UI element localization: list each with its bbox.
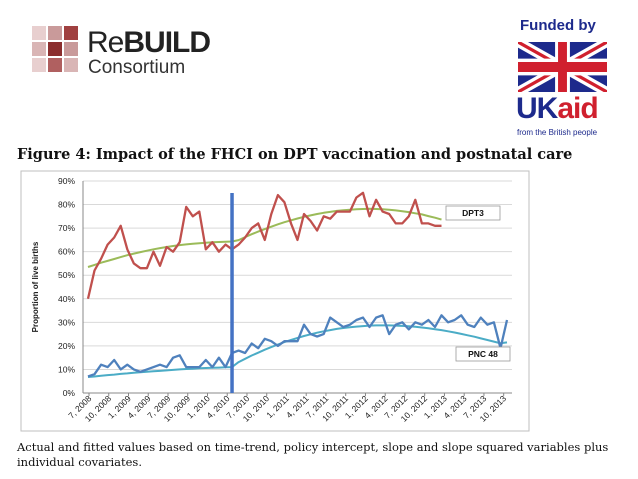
chart-frame xyxy=(20,170,530,432)
y-axis-title: Proportion of live births xyxy=(31,241,40,332)
line-chart: 0% 10% 20% 30% 40% 50% 60% 70% 80% 90% Proportion … xyxy=(20,170,530,432)
ukaid-logo: UKaid xyxy=(516,92,599,125)
series-line-pnc xyxy=(87,314,509,378)
funder-tagline: from the British people xyxy=(517,128,598,137)
y-tick-label: 0% xyxy=(63,388,76,398)
rebuild-logo: ReBUILD Consortium xyxy=(32,26,242,78)
y-tick-label: 40% xyxy=(58,294,75,304)
logo-squares-icon xyxy=(32,26,80,74)
figure-title: Figure 4: Impact of the FHCI on DPT vacc… xyxy=(17,146,573,163)
y-tick-label: 20% xyxy=(58,341,75,351)
logo-subtitle: Consortium xyxy=(88,57,186,78)
union-jack-flag-icon xyxy=(518,42,607,92)
dpt3-series-label: DPT3 xyxy=(462,208,484,218)
y-tick-label: 50% xyxy=(58,270,75,280)
dpt3-series-label-box xyxy=(445,205,501,221)
y-tick-label: 10% xyxy=(58,364,75,374)
y-tick-label: 70% xyxy=(58,223,75,233)
series-line-dpt3 xyxy=(86,191,442,300)
pnc48-series-label-box xyxy=(455,346,511,362)
series-line-pnc_fit xyxy=(87,324,508,378)
logo-title: ReBUILD xyxy=(87,26,211,59)
figure-caption: Actual and fitted values based on time-t… xyxy=(17,440,609,469)
y-tick-label: 80% xyxy=(58,200,75,210)
y-tick-label: 90% xyxy=(58,176,75,186)
y-tick-label: 30% xyxy=(58,317,75,327)
funded-by-label: Funded by xyxy=(520,17,596,34)
chart-container: 0% 10% 20% 30% 40% 50% 60% 70% 80% 90% Proportion … xyxy=(20,170,530,432)
pnc48-series-label: PNC 48 xyxy=(468,349,498,359)
y-tick-label: 60% xyxy=(58,247,75,257)
